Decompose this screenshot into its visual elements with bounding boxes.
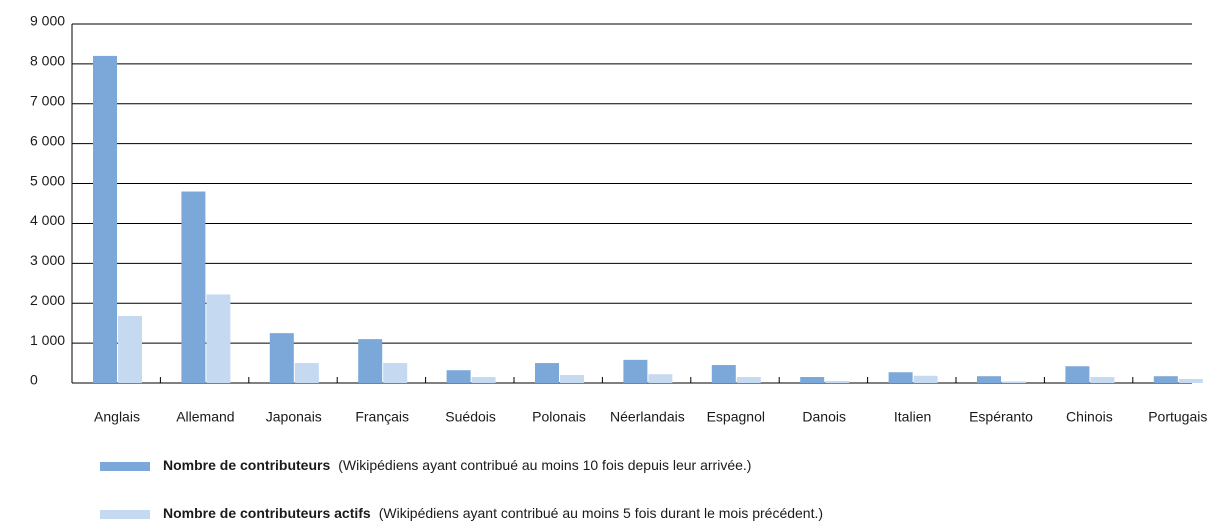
bar [888, 372, 913, 383]
legend-swatch [100, 510, 150, 519]
x-tick-label: Italien [894, 409, 931, 425]
y-tick-label: 7 000 [30, 92, 65, 108]
y-tick-label: 3 000 [30, 252, 65, 268]
legend-swatch [100, 462, 150, 471]
bar [535, 363, 559, 383]
y-tick-label: 2 000 [30, 292, 65, 308]
bar [294, 363, 319, 383]
y-tick-label: 8 000 [30, 53, 65, 69]
bar [93, 55, 117, 384]
y-tick-label: 5 000 [30, 172, 65, 188]
legend-label: Nombre de contributeurs (Wikipédiens ayan… [163, 457, 751, 473]
y-tick-label: 6 000 [30, 132, 65, 148]
x-tick-label: Portugais [1148, 409, 1207, 425]
x-tick-label: Chinois [1066, 409, 1113, 425]
legend-description: (Wikipédiens ayant contribué au moins 10… [338, 457, 751, 473]
x-tick-label: Japonais [266, 409, 322, 425]
bar [736, 377, 761, 383]
bar [383, 363, 408, 383]
bar [623, 359, 648, 383]
bar [648, 374, 673, 383]
x-tick-label: Polonais [532, 409, 586, 425]
legend-label: Nombre de contributeurs actifs (Wikipédie… [163, 505, 823, 521]
bar [1090, 377, 1115, 383]
bar [471, 377, 496, 383]
y-tick-label: 0 [30, 372, 38, 388]
legend-description: (Wikipédiens ayant contribué au moins 5 … [379, 505, 823, 521]
bar [800, 377, 825, 383]
bar [118, 315, 142, 383]
bar [206, 294, 231, 383]
bar [1065, 366, 1090, 383]
bar [977, 376, 1001, 383]
legend-name: Nombre de contributeurs actifs [163, 505, 371, 521]
bar [358, 339, 383, 383]
x-tick-label: Allemand [176, 409, 234, 425]
bar [560, 375, 584, 383]
bar [1178, 379, 1203, 383]
y-tick-label: 4 000 [30, 212, 65, 228]
bar [825, 381, 850, 383]
legend-name: Nombre de contributeurs [163, 457, 330, 473]
bar [913, 375, 938, 383]
x-tick-label: Français [355, 409, 409, 425]
x-tick-label: Espagnol [707, 409, 765, 425]
y-tick-label: 1 000 [30, 332, 65, 348]
y-tick-label: 9 000 [30, 13, 65, 29]
x-tick-label: Néerlandais [610, 409, 685, 425]
bar [1153, 376, 1178, 383]
bar [1002, 381, 1026, 383]
bar [181, 191, 206, 383]
x-tick-label: Suédois [445, 409, 496, 425]
x-tick-label: Espéranto [969, 409, 1033, 425]
x-tick-label: Anglais [94, 409, 140, 425]
bar [711, 365, 736, 383]
x-tick-label: Danois [802, 409, 846, 425]
bar [269, 333, 294, 383]
bar [446, 370, 471, 383]
